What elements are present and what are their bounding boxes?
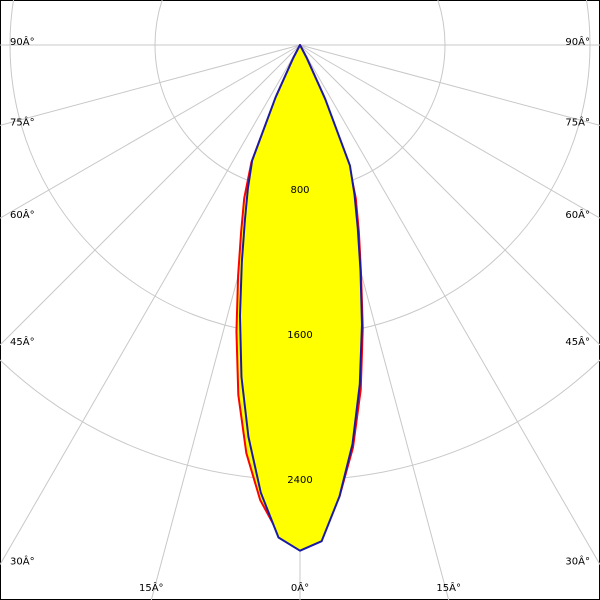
grid-line (0, 44, 301, 346)
r-tick-label: 800 (290, 185, 309, 196)
angle-label: 60Â° (10, 208, 35, 221)
angle-label: 15Â° (436, 581, 461, 594)
angle-label: 45Â° (10, 335, 35, 348)
grid-line (0, 44, 301, 219)
angle-label: 30Â° (10, 555, 35, 568)
angle-label: 0Â° (291, 581, 309, 594)
r-tick-label: 2400 (287, 475, 312, 486)
angle-label: 30Â° (565, 555, 590, 568)
angle-label: 45Â° (565, 335, 590, 348)
grid-line (299, 44, 600, 219)
grid-line (299, 44, 600, 346)
grid-line (299, 44, 600, 565)
grid-line (299, 44, 600, 126)
grid-line (0, 44, 301, 126)
angle-label: 90Â° (10, 35, 35, 48)
angle-label: 15Â° (139, 581, 164, 594)
grid-line (0, 44, 301, 565)
angle-label: 75Â° (10, 115, 35, 128)
angle-label: 90Â° (565, 35, 590, 48)
intensity-curve (238, 44, 363, 552)
angle-label: 60Â° (565, 208, 590, 221)
angle-label: 75Â° (565, 115, 590, 128)
r-tick-label: 1600 (287, 330, 312, 341)
